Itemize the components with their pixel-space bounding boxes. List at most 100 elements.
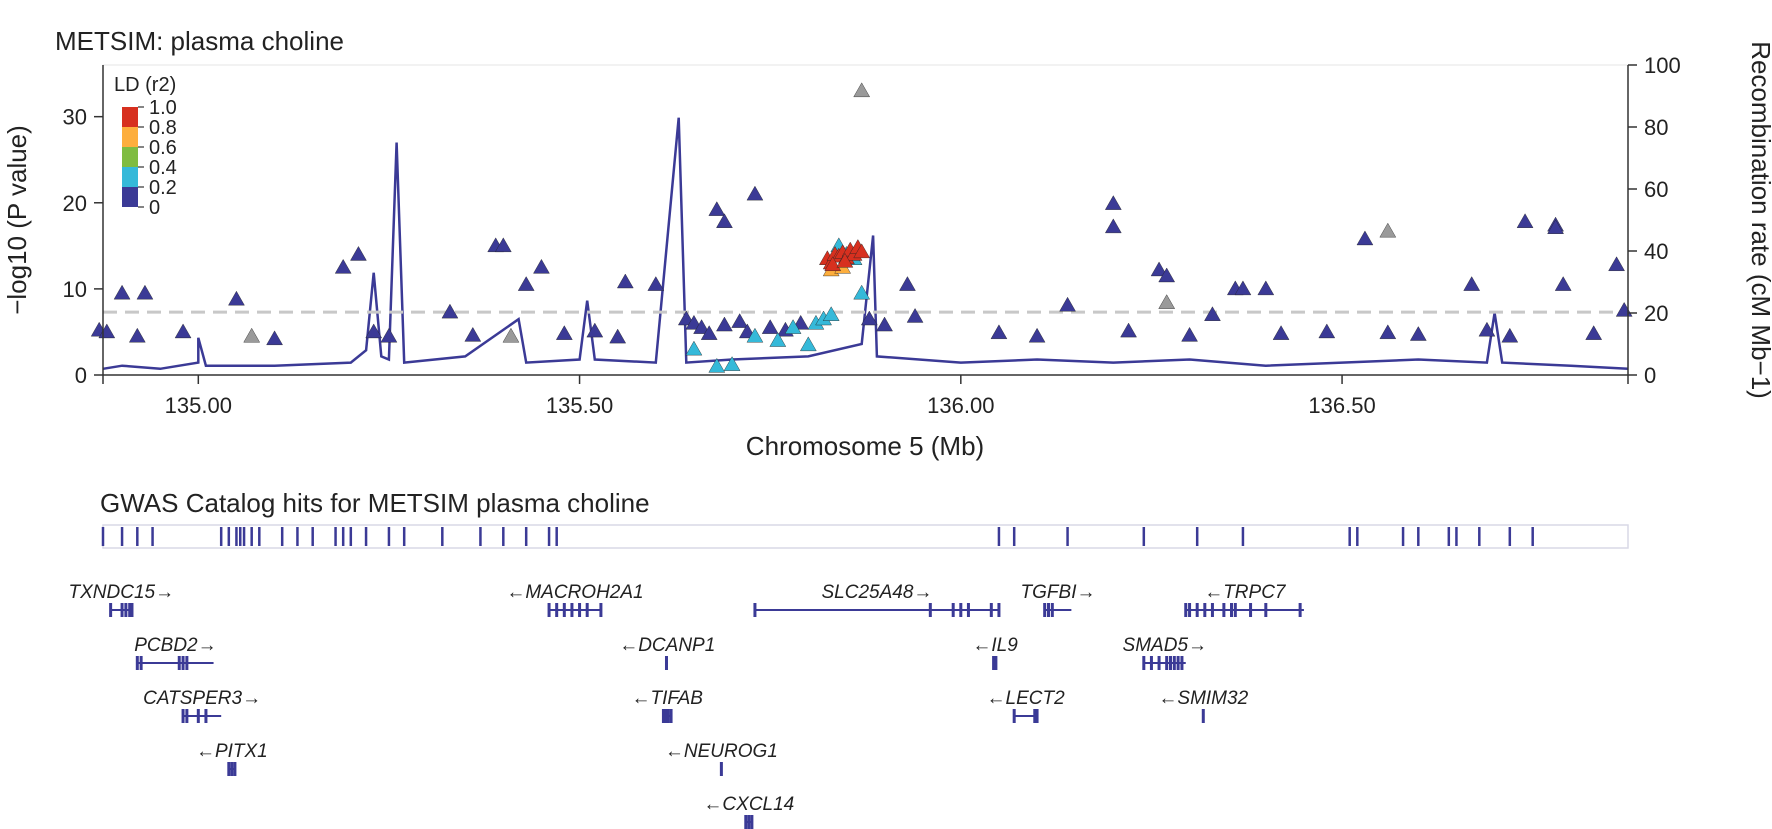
snp-point bbox=[1028, 327, 1046, 343]
snp-point bbox=[716, 316, 733, 332]
snp-point bbox=[723, 356, 741, 371]
x-tick-label: 135.00 bbox=[165, 393, 232, 418]
snp-point bbox=[350, 246, 367, 261]
y-tick-label: 10 bbox=[63, 277, 87, 302]
plot-frame bbox=[102, 64, 1629, 376]
legend-title: LD (r2) bbox=[114, 74, 176, 96]
y-tick-label: 20 bbox=[63, 191, 87, 216]
gene: ←TRPC7 bbox=[1184, 582, 1304, 617]
ld-legend: LD (r2) 1.00.80.60.40.20 bbox=[114, 74, 177, 219]
gene-exon bbox=[750, 815, 754, 829]
y-right-tick-label: 100 bbox=[1644, 53, 1681, 78]
gene-exon bbox=[130, 603, 134, 617]
y-right-tick-label: 60 bbox=[1644, 177, 1668, 202]
gene-exon bbox=[120, 603, 124, 617]
snp-point bbox=[1181, 326, 1198, 342]
gene-exon bbox=[744, 815, 748, 829]
snp-point bbox=[380, 327, 398, 343]
gene-exon bbox=[1222, 603, 1226, 617]
snp-point bbox=[1272, 325, 1290, 340]
gene: TGFBI→ bbox=[1021, 582, 1096, 617]
gene: ←DCANP1 bbox=[619, 635, 715, 670]
legend-swatch bbox=[122, 107, 138, 127]
gene-exon bbox=[1249, 603, 1253, 617]
gene-exon bbox=[1188, 603, 1192, 617]
gene-exon bbox=[666, 709, 670, 723]
snp-point bbox=[1585, 325, 1603, 340]
snp-point bbox=[609, 328, 627, 344]
gene-label: TXNDC15→ bbox=[69, 582, 175, 603]
gene: ←TIFAB bbox=[632, 688, 704, 723]
gene-exon bbox=[1149, 656, 1153, 670]
gene-exon bbox=[1142, 656, 1146, 670]
snp-point bbox=[647, 276, 665, 291]
legend-swatch bbox=[122, 147, 138, 167]
snp-point bbox=[1379, 222, 1397, 238]
snp-point bbox=[899, 276, 916, 291]
gene-label: SLC25A48→ bbox=[821, 582, 932, 603]
legend-label: 0.8 bbox=[149, 117, 177, 139]
gene-exon bbox=[989, 603, 993, 617]
genes-track: TXNDC15→ ←MACROH2A1 SLC25A48→ TGFBI→ ←TRPC7 P… bbox=[69, 582, 1304, 829]
snp-point bbox=[853, 284, 871, 300]
legend-label: 0.6 bbox=[149, 137, 177, 159]
snp-point bbox=[876, 316, 893, 332]
gene-exon bbox=[1012, 709, 1016, 723]
gene-exon bbox=[928, 603, 932, 617]
snp-point bbox=[586, 322, 604, 338]
gwas-catalog-track: GWAS Catalog hits for METSIM plasma chol… bbox=[100, 488, 1629, 549]
gene-exon bbox=[747, 815, 751, 829]
snp-point bbox=[731, 313, 749, 328]
snp-point bbox=[836, 252, 854, 268]
legend-label: 0.4 bbox=[149, 157, 177, 179]
snp-point bbox=[990, 324, 1008, 340]
gene-exon bbox=[1184, 603, 1188, 617]
association-plot: METSIM: plasma choline 135.00 135.50 136.0… bbox=[2, 26, 1772, 461]
gene-exon bbox=[1172, 656, 1176, 670]
snp-points-layer bbox=[90, 82, 1633, 373]
snp-point bbox=[1608, 256, 1625, 271]
gene: ←NEUROG1 bbox=[665, 741, 778, 776]
snp-point bbox=[693, 319, 710, 334]
snp-point bbox=[555, 325, 573, 340]
snp-point bbox=[708, 357, 726, 373]
snp-point bbox=[1204, 306, 1221, 321]
gene-exon bbox=[570, 603, 574, 617]
snp-point bbox=[1478, 321, 1496, 337]
x-tick-label: 136.00 bbox=[927, 393, 994, 418]
gene-exon bbox=[1298, 603, 1302, 617]
snp-point bbox=[136, 284, 154, 300]
gene-exon bbox=[1264, 603, 1268, 617]
gene-exon bbox=[185, 709, 189, 723]
gwas-track-title: GWAS Catalog hits for METSIM plasma chol… bbox=[100, 488, 650, 518]
snp-point bbox=[128, 327, 146, 343]
snp-point bbox=[1356, 230, 1374, 246]
y-axis-title: −log10 (P value) bbox=[2, 125, 32, 315]
gene-exon bbox=[578, 603, 582, 617]
gene-exon bbox=[664, 656, 668, 670]
gene-exon bbox=[1157, 656, 1161, 670]
legend-swatch bbox=[122, 187, 138, 207]
gene-label: ←TIFAB bbox=[632, 688, 704, 709]
gene-label: ←PITX1 bbox=[196, 741, 268, 762]
gene-exon bbox=[585, 603, 589, 617]
gene-exon bbox=[1176, 656, 1180, 670]
snp-point bbox=[799, 336, 817, 352]
snp-point bbox=[1379, 324, 1397, 340]
snp-point bbox=[228, 290, 245, 306]
snp-point bbox=[1615, 302, 1633, 317]
snp-point bbox=[334, 258, 352, 274]
snp-point bbox=[853, 82, 871, 98]
gene: ←PITX1 bbox=[196, 741, 268, 776]
gene-exon bbox=[966, 603, 970, 617]
snp-point bbox=[464, 326, 482, 342]
legend-label: 1.0 bbox=[149, 97, 177, 119]
legend-label: 0.2 bbox=[149, 177, 177, 199]
snp-point bbox=[174, 323, 192, 339]
gene-exon bbox=[181, 709, 185, 723]
snp-point bbox=[1150, 261, 1168, 277]
gene-exon bbox=[196, 709, 200, 723]
gene-exon bbox=[1180, 656, 1184, 670]
snp-point bbox=[616, 273, 634, 289]
